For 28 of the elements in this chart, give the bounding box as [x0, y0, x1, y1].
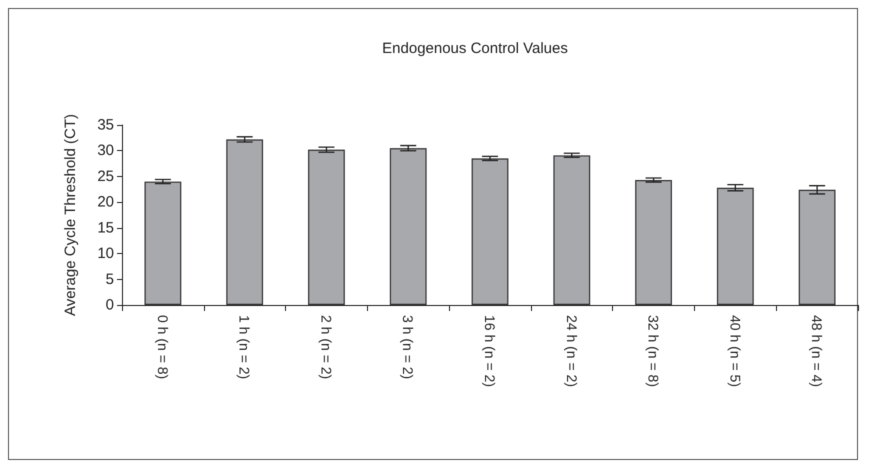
x-tick-label: 0 h (n = 8) [154, 315, 171, 380]
x-tick-label: 3 h (n = 2) [400, 315, 416, 380]
y-tick-label: 5 [106, 270, 114, 288]
y-tick-label: 25 [97, 168, 114, 185]
y-tick-label: 30 [97, 142, 114, 160]
x-tick-label: 16 h (n = 2) [482, 315, 498, 387]
y-tick-label: 0 [106, 296, 114, 314]
bar [635, 180, 672, 305]
y-tick-label: 10 [97, 245, 114, 262]
x-tick-label: 2 h (n = 2) [318, 315, 334, 380]
x-tick-label: 32 h (n = 8) [646, 315, 662, 387]
y-tick-label: 35 [97, 116, 114, 134]
x-tick-label: 1 h (n = 2) [236, 315, 253, 380]
x-tick-label: 40 h (n = 5) [727, 315, 744, 387]
bar [226, 139, 264, 305]
bar [716, 188, 754, 305]
x-tick-label: 48 h (n = 4) [809, 315, 826, 387]
y-tick-label: 15 [97, 219, 114, 236]
y-axis-title: Average Cycle Threshold (CT) [62, 114, 79, 316]
chart-title: Endogenous Control Values [382, 40, 568, 57]
bar [553, 155, 590, 305]
bar [390, 148, 427, 305]
y-tick-label: 20 [97, 194, 114, 211]
bar [308, 150, 345, 305]
bar [472, 158, 508, 305]
x-tick-label: 24 h (n = 2) [564, 315, 580, 387]
bar [798, 190, 836, 305]
bar [144, 182, 182, 305]
